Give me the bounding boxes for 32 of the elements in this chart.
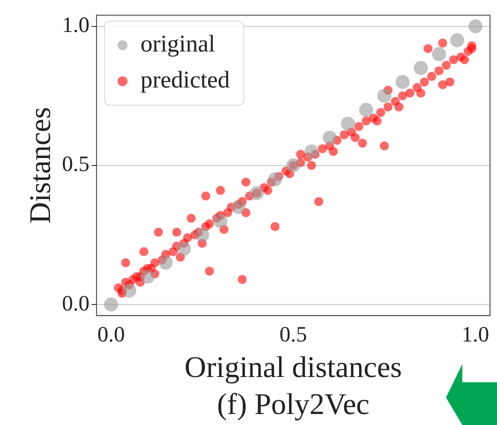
point: [340, 116, 355, 131]
point: [450, 33, 464, 48]
point: [359, 102, 374, 117]
point: [104, 297, 118, 312]
point: [250, 186, 264, 200]
legend-label: original: [140, 31, 216, 58]
x-tick-label: 0.0: [97, 322, 125, 347]
point: [414, 61, 428, 76]
point: [195, 228, 210, 242]
point: [140, 270, 155, 284]
point: [213, 214, 228, 228]
y-tick-label: 1.0: [62, 12, 90, 38]
x-tick-label: 0.5: [280, 322, 307, 347]
point: [468, 19, 482, 34]
point: [268, 172, 282, 186]
x-axis-title: Original distances: [184, 350, 402, 384]
y-axis-title: Distances: [24, 107, 57, 224]
point: [396, 74, 410, 89]
text: (f) Poly2Vec: [217, 388, 370, 421]
x-tick-label: 1.0: [462, 322, 490, 347]
point: [158, 256, 173, 270]
point: [176, 242, 191, 256]
point: [122, 284, 136, 298]
point: [322, 130, 337, 145]
y-tick-label: 0.5: [62, 151, 90, 176]
legend-label: predicted: [140, 67, 230, 94]
point: [432, 47, 446, 62]
point: [232, 200, 246, 214]
y-tick-label: 0.0: [62, 290, 90, 316]
point: [304, 144, 318, 158]
point: [286, 158, 300, 172]
point: [377, 88, 392, 103]
